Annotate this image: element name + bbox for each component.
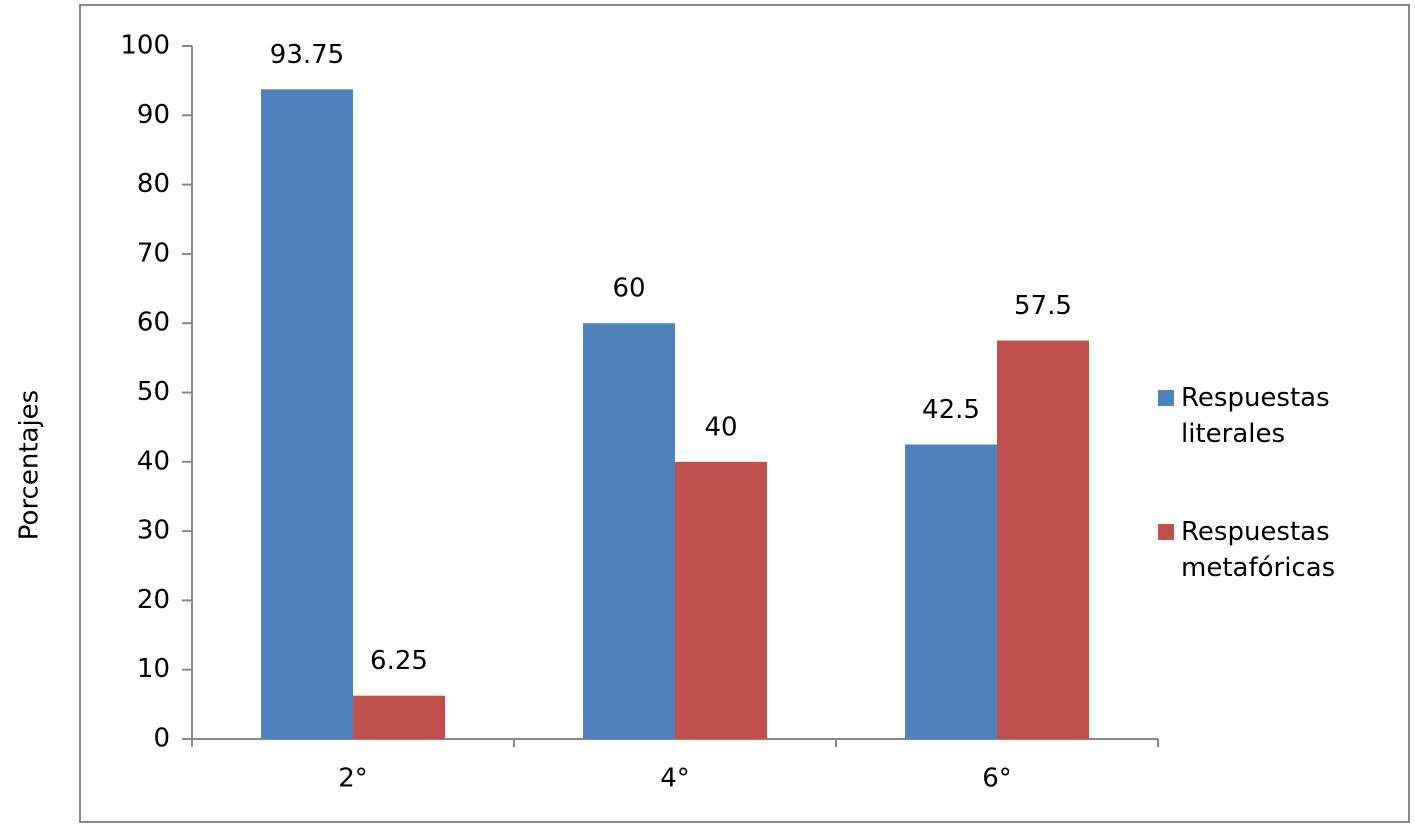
bar [353,695,445,739]
y-axis-title: Porcentajes [15,390,45,540]
y-tick-label: 10 [137,654,170,684]
y-tick-label: 30 [137,516,170,546]
data-label: 57.5 [1014,291,1072,321]
data-label: 6.25 [370,646,428,676]
legend-swatch [1158,524,1174,540]
y-tick-label: 50 [137,377,170,407]
bar [675,461,767,739]
y-tick-label: 20 [137,585,170,615]
y-tick-label: 40 [137,446,170,476]
data-label: 60 [612,274,645,304]
data-label: 40 [704,412,737,442]
y-tick-label: 70 [137,238,170,268]
y-tick-label: 60 [137,308,170,338]
bar [583,323,675,739]
y-tick-label: 80 [137,169,170,199]
bar [261,89,353,739]
bar [905,444,997,739]
data-label: 42.5 [922,395,980,425]
legend-swatch [1158,390,1174,406]
x-tick-label: 4° [660,764,690,794]
y-tick-label: 100 [120,31,170,61]
x-tick-label: 2° [338,764,368,794]
y-tick-label: 0 [153,724,170,754]
x-tick-label: 6° [982,764,1012,794]
bar [997,340,1089,739]
data-label: 93.75 [270,40,344,70]
legend-label: Respuestas literales [1181,383,1330,449]
legend-label: Respuestas metafóricas [1181,517,1336,583]
y-tick-label: 90 [137,100,170,130]
